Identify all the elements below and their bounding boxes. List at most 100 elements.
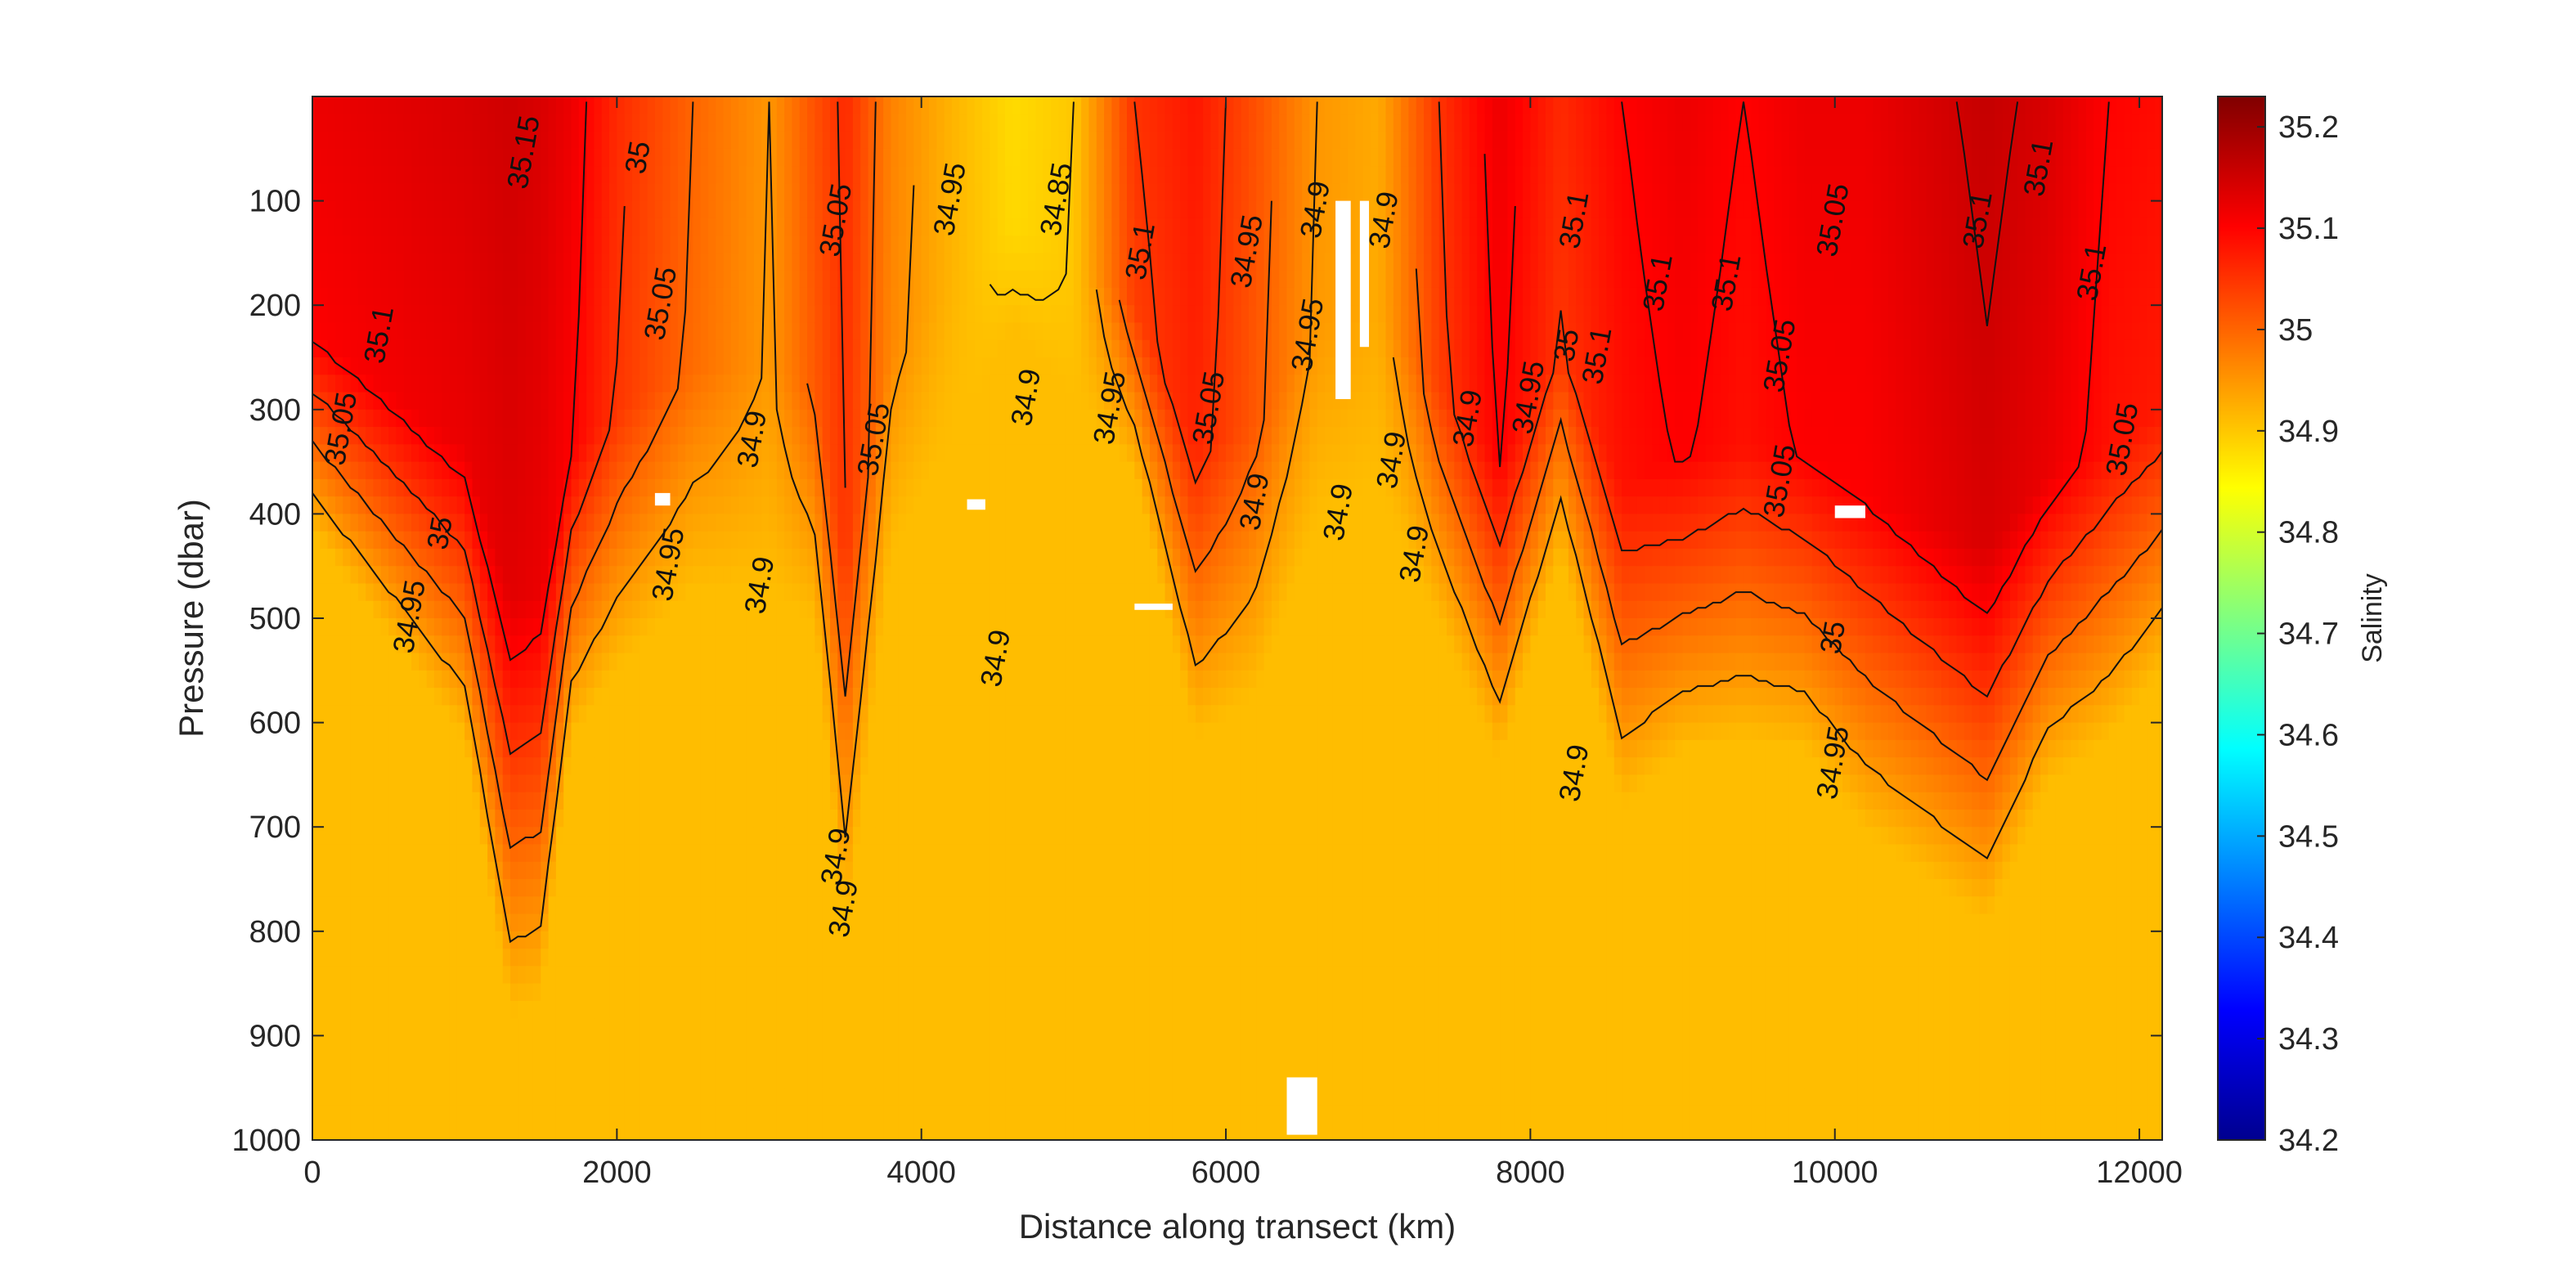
salinity-cell <box>366 409 375 428</box>
salinity-cell <box>563 478 572 497</box>
salinity-cell <box>433 861 442 880</box>
salinity-cell <box>693 688 702 706</box>
salinity-cell <box>875 1122 884 1140</box>
salinity-cell <box>442 861 451 880</box>
salinity-cell <box>479 392 488 411</box>
salinity-cell <box>502 1105 511 1124</box>
salinity-cell <box>464 618 473 636</box>
salinity-cell <box>396 809 405 828</box>
salinity-cell <box>693 879 702 897</box>
salinity-cell <box>738 496 747 514</box>
salinity-cell <box>601 618 610 636</box>
salinity-cell <box>913 844 922 863</box>
salinity-cell <box>396 287 405 306</box>
salinity-cell <box>388 949 397 967</box>
salinity-cell <box>693 1052 702 1071</box>
salinity-cell <box>403 148 412 167</box>
salinity-cell <box>883 774 892 793</box>
salinity-cell <box>442 844 451 863</box>
salinity-cell <box>769 96 778 114</box>
salinity-cell <box>685 392 694 411</box>
salinity-cell <box>495 722 504 741</box>
salinity-cell <box>822 653 831 671</box>
salinity-cell <box>898 305 907 324</box>
salinity-cell <box>320 913 329 932</box>
salinity-cell <box>852 287 861 306</box>
salinity-cell <box>845 1070 854 1088</box>
salinity-cell <box>815 270 824 289</box>
salinity-cell <box>518 548 527 567</box>
salinity-cell <box>449 496 458 514</box>
salinity-cell <box>380 200 389 219</box>
salinity-cell <box>601 1088 610 1106</box>
salinity-cell <box>898 896 907 915</box>
salinity-cell <box>419 879 428 897</box>
salinity-cell <box>366 305 375 324</box>
salinity-cell <box>586 548 595 567</box>
salinity-cell <box>594 322 603 341</box>
salinity-cell <box>792 339 801 358</box>
salinity-cell <box>868 809 877 828</box>
salinity-cell <box>860 896 869 915</box>
salinity-cell <box>677 96 686 114</box>
salinity-cell <box>563 739 572 758</box>
salinity-cell <box>776 722 785 741</box>
salinity-cell <box>571 1035 580 1054</box>
salinity-cell <box>464 305 473 324</box>
salinity-cell <box>746 913 755 932</box>
salinity-cell <box>921 861 930 880</box>
salinity-cell <box>502 514 511 532</box>
salinity-cell <box>388 879 397 897</box>
salinity-cell <box>510 183 518 202</box>
salinity-cell <box>837 531 846 550</box>
salinity-cell <box>807 357 815 375</box>
salinity-cell <box>624 966 633 985</box>
salinity-cell <box>624 548 633 567</box>
salinity-cell <box>601 96 610 114</box>
salinity-cell <box>640 600 648 619</box>
salinity-cell <box>685 253 694 272</box>
salinity-cell <box>357 444 366 463</box>
salinity-cell <box>532 444 541 463</box>
salinity-cell <box>350 1000 359 1019</box>
salinity-cell <box>852 444 861 463</box>
salinity-cell <box>860 514 869 532</box>
salinity-cell <box>541 514 550 532</box>
salinity-cell <box>769 427 778 445</box>
salinity-cell <box>685 670 694 689</box>
salinity-cell <box>921 357 930 375</box>
salinity-cell <box>852 305 861 324</box>
salinity-cell <box>670 913 679 932</box>
salinity-cell <box>753 531 762 550</box>
salinity-cell <box>829 827 838 846</box>
salinity-cell <box>929 913 937 932</box>
salinity-cell <box>487 461 496 480</box>
salinity-cell <box>898 722 907 741</box>
salinity-cell <box>685 618 694 636</box>
salinity-cell <box>548 1035 557 1054</box>
salinity-cell <box>753 600 762 619</box>
salinity-cell <box>541 409 550 428</box>
salinity-cell <box>403 1070 412 1088</box>
salinity-cell <box>799 966 808 985</box>
salinity-cell <box>518 861 527 880</box>
salinity-cell <box>875 183 884 202</box>
salinity-cell <box>456 305 465 324</box>
salinity-cell <box>792 444 801 463</box>
salinity-cell <box>708 861 716 880</box>
salinity-cell <box>373 792 382 810</box>
salinity-cell <box>327 722 336 741</box>
salinity-cell <box>640 566 648 585</box>
salinity-cell <box>677 322 686 341</box>
salinity-cell <box>548 809 557 828</box>
salinity-cell <box>487 270 496 289</box>
salinity-cell <box>860 931 869 949</box>
salinity-cell <box>411 339 420 358</box>
salinity-cell <box>670 774 679 793</box>
salinity-cell <box>845 896 854 915</box>
salinity-cell <box>464 514 473 532</box>
salinity-cell <box>913 444 922 463</box>
salinity-cell <box>784 1070 793 1088</box>
salinity-cell <box>502 861 511 880</box>
salinity-cell <box>654 270 663 289</box>
